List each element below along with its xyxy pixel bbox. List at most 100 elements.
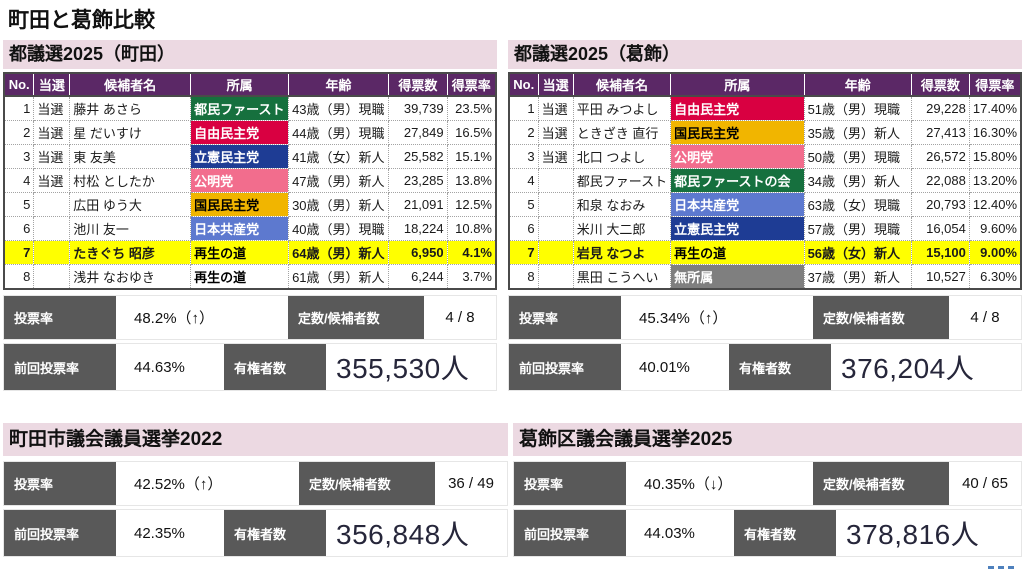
age[interactable]: 44歳（男）現職 [288, 120, 390, 145]
no[interactable]: 6 [3, 216, 35, 241]
column-header[interactable]: No. [508, 72, 539, 97]
age[interactable]: 41歳（女）新人 [288, 144, 390, 169]
column-header[interactable]: 得票数 [910, 72, 970, 97]
previous-turnout-label[interactable]: 前回投票率 [4, 344, 116, 390]
vote-rate[interactable]: 12.40% [968, 192, 1022, 217]
voters-label[interactable]: 有権者数 [224, 344, 326, 390]
voters-value[interactable]: 355,530人 [336, 353, 470, 384]
vote-rate[interactable]: 17.40% [968, 95, 1022, 121]
votes[interactable]: 6,950 [388, 240, 448, 265]
age[interactable]: 57歳（男）現職 [803, 216, 912, 241]
age[interactable]: 56歳（女）新人 [803, 240, 912, 265]
candidate-name[interactable]: 和泉 なおみ [572, 192, 672, 217]
party[interactable]: 都民ファーストの会 [670, 168, 805, 193]
win-status[interactable] [33, 192, 71, 217]
win-status[interactable] [33, 264, 71, 290]
party[interactable]: 日本共産党 [670, 192, 805, 217]
votes[interactable]: 15,100 [910, 240, 970, 265]
party[interactable]: 立憲民主党 [190, 144, 290, 169]
column-header[interactable]: 候補者名 [572, 72, 672, 97]
age[interactable]: 37歳（男）新人 [803, 264, 912, 290]
votes[interactable]: 39,739 [388, 95, 448, 121]
vote-rate[interactable]: 13.20% [968, 168, 1022, 193]
win-status[interactable]: 当選 [33, 168, 71, 193]
win-status[interactable] [537, 192, 574, 217]
previous-turnout-label[interactable]: 前回投票率 [514, 510, 626, 556]
age[interactable]: 47歳（男）新人 [288, 168, 390, 193]
candidate-name[interactable]: 平田 みつよし [572, 95, 672, 121]
party[interactable]: 自由民主党 [670, 95, 805, 121]
voters-label[interactable]: 有権者数 [224, 510, 326, 556]
candidate-name[interactable]: 村松 としたか [69, 168, 192, 193]
age[interactable]: 61歳（男）新人 [288, 264, 390, 290]
candidate-name[interactable]: たきぐち 昭彦 [69, 240, 192, 265]
candidate-name[interactable]: 藤井 あさら [69, 95, 192, 121]
party[interactable]: 再生の道 [190, 240, 290, 265]
votes[interactable]: 27,849 [388, 120, 448, 145]
candidate-name[interactable]: 池川 友一 [69, 216, 192, 241]
votes[interactable]: 10,527 [910, 264, 970, 290]
vote-rate[interactable]: 16.30% [968, 120, 1022, 145]
voters-value[interactable]: 376,204人 [841, 353, 975, 384]
voters-value[interactable]: 356,848人 [336, 519, 470, 550]
party[interactable]: 無所属 [670, 264, 805, 290]
no[interactable]: 7 [3, 240, 35, 265]
candidate-name[interactable]: 都民ファースト [572, 168, 672, 193]
age[interactable]: 35歳（男）新人 [803, 120, 912, 145]
age[interactable]: 63歳（女）現職 [803, 192, 912, 217]
seats-value[interactable]: 36 / 49 [448, 475, 494, 492]
age[interactable]: 64歳（男）新人 [288, 240, 390, 265]
win-status[interactable] [537, 168, 574, 193]
no[interactable]: 8 [3, 264, 35, 290]
party[interactable]: 日本共産党 [190, 216, 290, 241]
seats-label[interactable]: 定数/候補者数 [288, 296, 424, 339]
candidate-name[interactable]: 広田 ゆう大 [69, 192, 192, 217]
votes[interactable]: 18,224 [388, 216, 448, 241]
party[interactable]: 立憲民主党 [670, 216, 805, 241]
age[interactable]: 30歳（男）新人 [288, 192, 390, 217]
candidate-name[interactable]: ときざき 直行 [572, 120, 672, 145]
votes[interactable]: 20,793 [910, 192, 970, 217]
party[interactable]: 国民民主党 [190, 192, 290, 217]
column-header[interactable]: 所属 [190, 72, 290, 97]
column-header[interactable]: 候補者名 [69, 72, 192, 97]
win-status[interactable]: 当選 [33, 95, 71, 121]
vote-rate[interactable]: 16.5% [446, 120, 497, 145]
no[interactable]: 5 [3, 192, 35, 217]
no[interactable]: 5 [508, 192, 539, 217]
seats-label[interactable]: 定数/候補者数 [813, 296, 949, 339]
turnout-value[interactable]: 45.34%（↑） [639, 310, 728, 327]
candidate-name[interactable]: 黒田 こうへい [572, 264, 672, 290]
voters-label[interactable]: 有権者数 [729, 344, 831, 390]
win-status[interactable] [537, 264, 574, 290]
seats-label[interactable]: 定数/候補者数 [813, 462, 949, 505]
previous-turnout-value[interactable]: 40.01% [639, 358, 690, 376]
win-status[interactable] [537, 240, 574, 265]
column-header[interactable]: 得票率 [968, 72, 1022, 97]
column-header[interactable]: 年齢 [803, 72, 912, 97]
column-header[interactable]: No. [3, 72, 35, 97]
age[interactable]: 43歳（男）現職 [288, 95, 390, 121]
no[interactable]: 4 [3, 168, 35, 193]
turnout-label[interactable]: 投票率 [509, 296, 621, 339]
candidate-name[interactable]: 岩見 なつよ [572, 240, 672, 265]
votes[interactable]: 25,582 [388, 144, 448, 169]
no[interactable]: 6 [508, 216, 539, 241]
win-status[interactable]: 当選 [537, 120, 574, 145]
vote-rate[interactable]: 6.30% [968, 264, 1022, 290]
vote-rate[interactable]: 3.7% [446, 264, 497, 290]
votes[interactable]: 29,228 [910, 95, 970, 121]
win-status[interactable] [537, 216, 574, 241]
column-header[interactable]: 得票率 [446, 72, 497, 97]
vote-rate[interactable]: 15.80% [968, 144, 1022, 169]
seats-value[interactable]: 4 / 8 [970, 309, 1000, 326]
votes[interactable]: 23,285 [388, 168, 448, 193]
column-header[interactable]: 所属 [670, 72, 805, 97]
age[interactable]: 51歳（男）現職 [803, 95, 912, 121]
voters-value[interactable]: 378,816人 [846, 519, 980, 550]
vote-rate[interactable]: 9.60% [968, 216, 1022, 241]
column-header[interactable]: 年齢 [288, 72, 390, 97]
votes[interactable]: 26,572 [910, 144, 970, 169]
win-status[interactable] [33, 240, 71, 265]
win-status[interactable] [33, 216, 71, 241]
